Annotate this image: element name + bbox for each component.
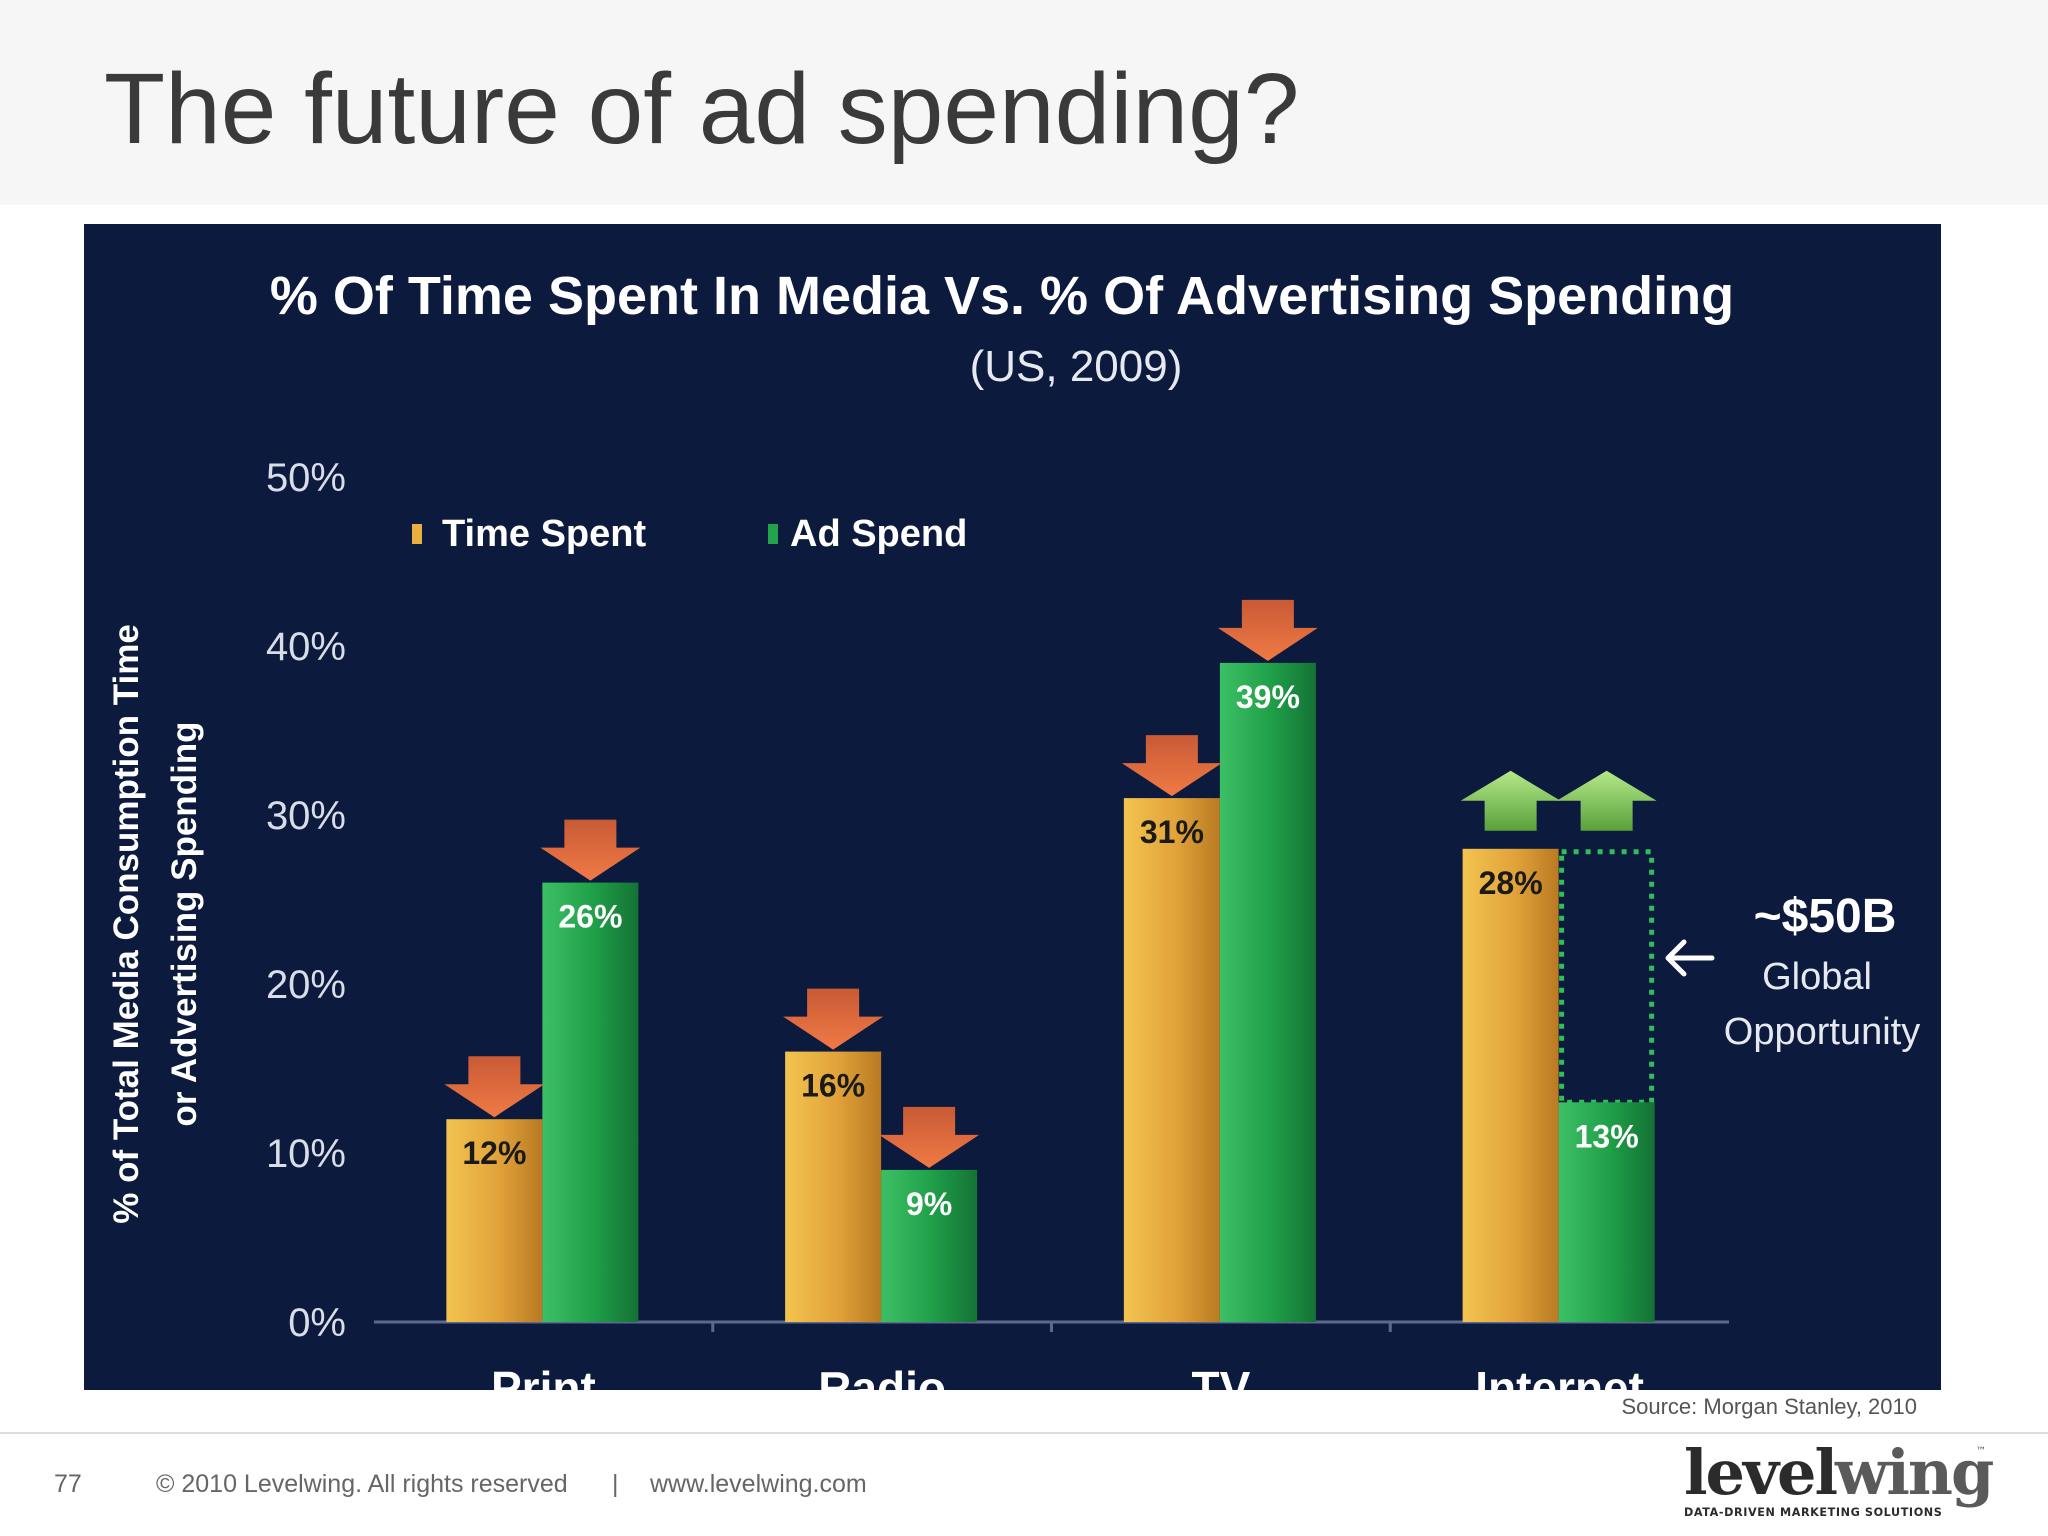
footer-divider [0, 1432, 2048, 1434]
down-arrow-icon [1217, 599, 1318, 661]
bar [881, 1169, 978, 1322]
bar [785, 1051, 882, 1322]
y-tick-label: 50% [266, 456, 346, 500]
up-arrow-icon [1556, 770, 1657, 831]
website-link[interactable]: www.levelwing.com [650, 1470, 867, 1498]
chart-subtitle: (US, 2009) [970, 342, 1183, 391]
annotation-line3: Opportunity [1724, 1011, 1920, 1053]
y-tick-label: 10% [266, 1132, 346, 1176]
bar [1558, 1102, 1655, 1322]
slide-title: The future of ad spending? [104, 53, 1300, 165]
bar [446, 1119, 543, 1322]
x-tick-label: Radio [818, 1362, 946, 1390]
left-arrow-icon [1665, 939, 1715, 977]
y-tick-label: 0% [288, 1301, 346, 1345]
data-label: 13% [1575, 1118, 1639, 1154]
up-arrow-icon [1460, 770, 1561, 831]
x-tick-label: Internet [1475, 1362, 1644, 1390]
footer-separator: | [612, 1470, 619, 1498]
page-number: 77 [54, 1470, 82, 1498]
annotation-value: ~$50B [1754, 890, 1897, 943]
x-tick-label: Print [491, 1362, 596, 1390]
down-arrow-icon [444, 1056, 545, 1118]
arrows-layer [444, 599, 1657, 1168]
logo-word-wing: wing [1834, 1442, 1993, 1509]
data-label: 16% [801, 1068, 865, 1104]
opportunity-gap-box [1559, 849, 1655, 1105]
y-axis-label-line2: or Advertising Spending [165, 721, 204, 1126]
labels-layer: 12% 16% 31% 28% 26% 9% 39% 13% [462, 679, 1638, 1222]
data-label: 12% [462, 1135, 526, 1171]
y-tick-label: 40% [266, 625, 346, 669]
data-label: 26% [558, 899, 622, 935]
data-label: 39% [1236, 679, 1300, 715]
logo-tm: ™ [1976, 1446, 1986, 1457]
bar [1219, 662, 1316, 1322]
data-label: 31% [1140, 814, 1204, 850]
annotation-box-layer [1559, 849, 1655, 1105]
logo-word-level: level [1684, 1442, 1837, 1509]
down-arrow-icon [540, 819, 641, 881]
down-arrow-icon [879, 1106, 980, 1168]
source-note: Source: Morgan Stanley, 2010 [1621, 1394, 1917, 1419]
chart-panel: % Of Time Spent In Media Vs. % Of Advert… [84, 224, 1941, 1390]
logo-tagline: DATA-DRIVEN MARKETING SOLUTIONS [1684, 1506, 1942, 1519]
x-tick-label: TV [1191, 1362, 1250, 1390]
legend-label-ad-spend: Ad Spend [790, 513, 967, 555]
slide-header: The future of ad spending? [0, 0, 2048, 205]
y-axis-label-line1: % of Total Media Consumption Time [107, 624, 146, 1224]
bar [1462, 848, 1559, 1322]
bar [1123, 798, 1220, 1322]
legend-swatch-time-spent [412, 524, 422, 544]
axis-layer: 0% 10% 20% 30% 40% 50% Print Radio TV Internet [266, 456, 1729, 1390]
legend-swatch-ad-spend [768, 524, 778, 544]
y-tick-label: 30% [266, 794, 346, 838]
copyright-text: © 2010 Levelwing. All rights reserved [156, 1470, 568, 1498]
opportunity-annotation: ~$50B Global Opportunity [1665, 890, 1920, 1053]
down-arrow-icon [783, 988, 884, 1050]
data-label: 9% [906, 1186, 952, 1222]
data-label: 28% [1479, 865, 1543, 901]
down-arrow-icon [1121, 735, 1222, 797]
annotation-line2: Global [1762, 956, 1872, 998]
bar [542, 882, 639, 1322]
levelwing-logo: level wing ™ DATA-DRIVEN MARKETING SOLUT… [1684, 1442, 1995, 1519]
chart-title: % Of Time Spent In Media Vs. % Of Advert… [270, 266, 1734, 326]
y-tick-label: 20% [266, 963, 346, 1007]
chart-svg: % Of Time Spent In Media Vs. % Of Advert… [107, 266, 1920, 1390]
legend-label-time-spent: Time Spent [442, 513, 646, 555]
footer: 77 © 2010 Levelwing. All rights reserved… [0, 1470, 2048, 1510]
bars-layer [446, 662, 1655, 1322]
